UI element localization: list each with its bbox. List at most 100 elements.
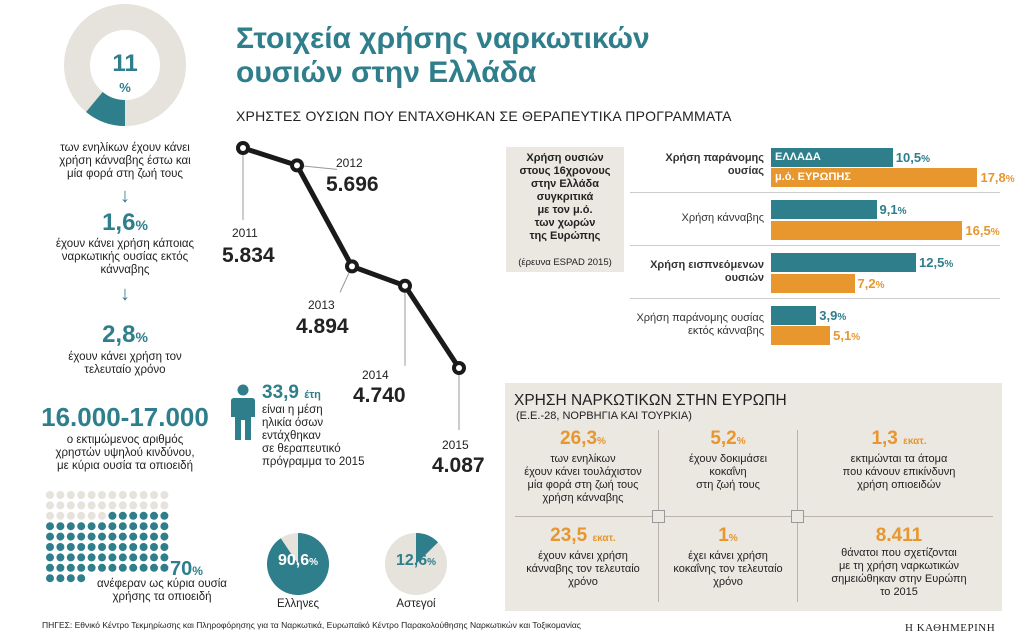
dot [56, 563, 65, 572]
dot [46, 543, 54, 551]
greeks-pie-value: 90,6% [277, 552, 319, 569]
dot [118, 543, 127, 551]
dot [56, 574, 65, 583]
dot [87, 553, 96, 562]
dot [129, 511, 138, 520]
dot [46, 563, 54, 572]
dot [98, 522, 106, 531]
value-label-2014: 4.740 [353, 384, 406, 407]
dot [118, 501, 127, 510]
dot [129, 522, 138, 531]
dot [87, 511, 96, 520]
europe-cell-cocaine-lifetime: 5,2% έχουν δοκιμάσει κοκαΐνη στη ζωή τους [688, 428, 768, 491]
dot [56, 511, 65, 520]
stat5-text: ανέφεραν ως κύρια ουσία χρήσης τα οπιοειδ… [97, 578, 227, 603]
bar-europe [771, 221, 963, 240]
dot [66, 522, 75, 531]
arrow-down-icon: ↓ [120, 185, 130, 207]
bar-divider [630, 298, 1000, 299]
year-label-2013: 2013 [308, 298, 335, 312]
dot [46, 491, 54, 499]
dot [160, 522, 169, 531]
dot [46, 574, 54, 583]
dot [118, 522, 127, 531]
europe-cell-deaths: 8.411 θάνατοι που σχετίζονται με τη χρήση… [831, 525, 967, 598]
dot [77, 553, 86, 562]
page-title: Στοιχεία χρήσης ναρκωτικών ουσιών στην Ελ… [236, 22, 650, 89]
dot [150, 553, 158, 562]
dot [46, 511, 54, 520]
opioid-dot-grid [46, 491, 169, 583]
bar-value-label: 3,9% [819, 308, 847, 323]
year-label-2012: 2012 [336, 156, 363, 170]
pie-slice [267, 533, 329, 595]
divider-node [791, 510, 804, 523]
dot [98, 553, 106, 562]
dot [77, 532, 86, 541]
dot [129, 553, 138, 562]
espad-box [506, 147, 624, 272]
dot [139, 532, 148, 541]
dot [150, 543, 158, 551]
dot [108, 563, 117, 572]
dot [77, 491, 86, 499]
dot [46, 532, 54, 541]
dot [77, 522, 86, 531]
year-label-2015: 2015 [442, 438, 469, 452]
dot [66, 491, 75, 499]
dot [118, 491, 127, 499]
stat2-value: 1,6% [102, 209, 148, 236]
bar-value-label: 16,5% [965, 223, 1000, 238]
dot [118, 553, 127, 562]
dot [66, 563, 75, 572]
bar-europe [771, 326, 831, 345]
dot [160, 511, 169, 520]
dot [46, 522, 54, 531]
dot [87, 543, 96, 551]
dot [56, 522, 65, 531]
dot [87, 532, 96, 541]
dot [56, 501, 65, 510]
dot [129, 563, 138, 572]
bar-greece [771, 200, 877, 219]
europe-subtitle: (Ε.Ε.-28, ΝΟΡΒΗΓΙΑ ΚΑΙ ΤΟΥΡΚΙΑ) [516, 410, 692, 422]
dot [129, 543, 138, 551]
dot [108, 511, 117, 520]
value-label-2015: 4.087 [432, 454, 485, 477]
dot [160, 563, 169, 572]
dot [139, 511, 148, 520]
dot [66, 501, 75, 510]
dot [118, 563, 127, 572]
dot [98, 532, 106, 541]
bar-value-label: 12,5% [919, 255, 954, 270]
dot [66, 574, 75, 583]
dot [139, 553, 148, 562]
bar-divider [630, 192, 1000, 193]
bar-divider [630, 245, 1000, 246]
dot [129, 501, 138, 510]
bar-value-label: 17,8% [980, 170, 1015, 185]
dot [108, 532, 117, 541]
year-label-2011: 2011 [232, 226, 258, 240]
bar-greece [771, 306, 817, 325]
dot [56, 553, 65, 562]
europe-cell-cannabis-lastyear: 23,5 εκατ. έχουν κάνει χρήση κάνναβης τον… [526, 525, 640, 588]
dot [77, 501, 86, 510]
bar-category-illegal: Χρήση παράνομης ουσίας [665, 152, 764, 177]
bar-value-label: 5,1% [833, 328, 861, 343]
stat2-text: έχουν κάνει χρήση κάποιας ναρκωτικής ουσί… [55, 238, 195, 276]
value-label-2012: 5.696 [326, 173, 379, 196]
donut-value: 11 [112, 50, 138, 77]
dot [87, 563, 96, 572]
dot [150, 532, 158, 541]
dot [98, 501, 106, 510]
dot [129, 532, 138, 541]
dot [108, 522, 117, 531]
dot [87, 501, 96, 510]
person-icon [231, 384, 255, 440]
dot [77, 511, 86, 520]
dot [139, 491, 148, 499]
stat4-value: 16.000-17.000 [41, 402, 209, 432]
divider-node [652, 510, 665, 523]
bar-value-label: 9,1% [879, 202, 907, 217]
